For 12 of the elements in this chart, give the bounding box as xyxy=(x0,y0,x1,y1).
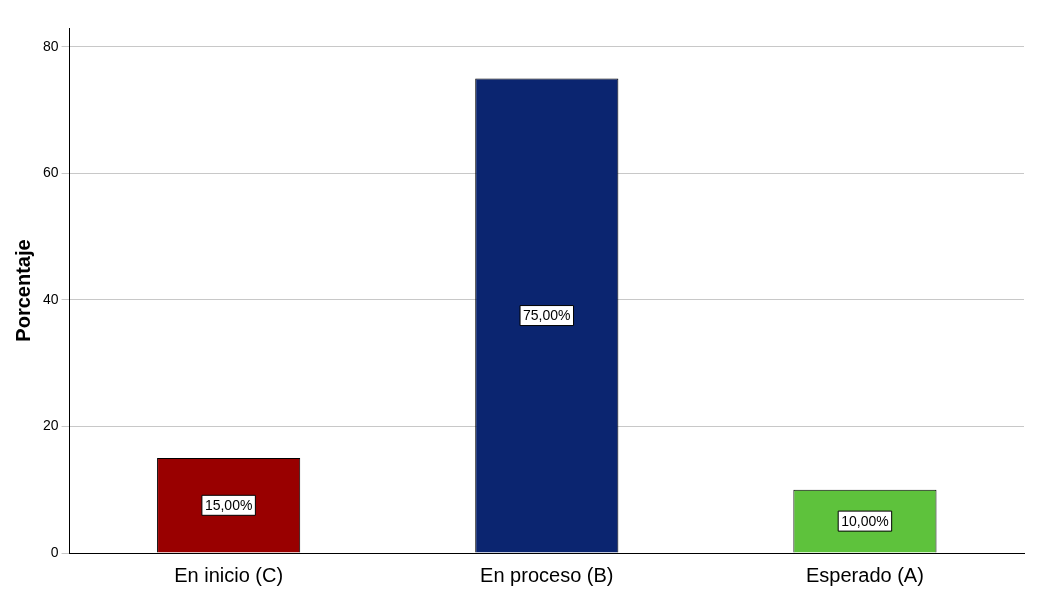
y-tick-label: 40 xyxy=(42,290,59,307)
data-label: 15,00% xyxy=(204,497,253,514)
y-tick-label: 80 xyxy=(42,37,59,54)
x-tick-label: Esperado (A) xyxy=(806,563,924,586)
data-label: 10,00% xyxy=(841,512,889,529)
y-axis-title: Porcentaje xyxy=(11,239,34,342)
y-tick-label: 0 xyxy=(50,543,59,560)
x-tick-label: En inicio (C) xyxy=(174,563,284,586)
data-label: 75,00% xyxy=(523,307,571,324)
y-tick-label: 20 xyxy=(42,417,59,434)
x-tick-label: En proceso (B) xyxy=(480,563,614,586)
y-tick-label: 60 xyxy=(42,164,59,181)
